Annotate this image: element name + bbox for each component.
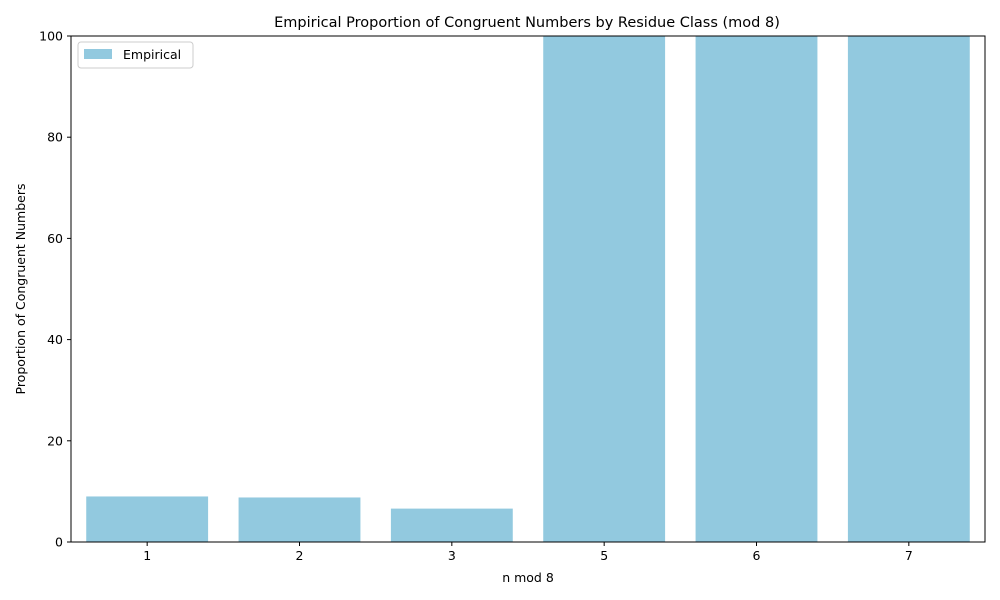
x-axis: 1 2 3 5 6 7	[143, 542, 913, 563]
y-axis: 0 20 40 60 80 100	[39, 29, 71, 550]
x-tick-label-2: 2	[296, 548, 304, 563]
x-tick-label-3: 3	[448, 548, 456, 563]
y-tick-label-40: 40	[47, 332, 63, 347]
legend-swatch	[84, 49, 112, 59]
y-tick-label-20: 20	[47, 433, 63, 448]
y-tick-label-100: 100	[39, 29, 63, 44]
bar-1	[86, 496, 209, 542]
legend-label: Empirical	[123, 47, 181, 62]
bar-7	[847, 36, 970, 542]
chart-title: Empirical Proportion of Congruent Number…	[274, 15, 780, 31]
legend: Empirical	[77, 41, 194, 69]
legend-box	[77, 41, 194, 69]
bar-2	[238, 497, 361, 542]
bar-6	[695, 36, 818, 542]
y-tick-label-0: 0	[55, 535, 63, 550]
x-tick-label-5: 5	[600, 548, 608, 563]
x-tick-label-7: 7	[905, 548, 913, 563]
x-tick-label-1: 1	[143, 548, 151, 563]
y-tick-label-60: 60	[47, 231, 63, 246]
y-tick-label-80: 80	[47, 130, 63, 145]
bar-3	[390, 508, 513, 542]
y-axis-label: Proportion of Congruent Numbers	[13, 184, 28, 395]
bars-group	[86, 36, 970, 542]
bar-5	[543, 36, 666, 542]
x-tick-label-6: 6	[753, 548, 761, 563]
plot-frame	[70, 35, 986, 543]
x-axis-label: n mod 8	[502, 570, 554, 585]
